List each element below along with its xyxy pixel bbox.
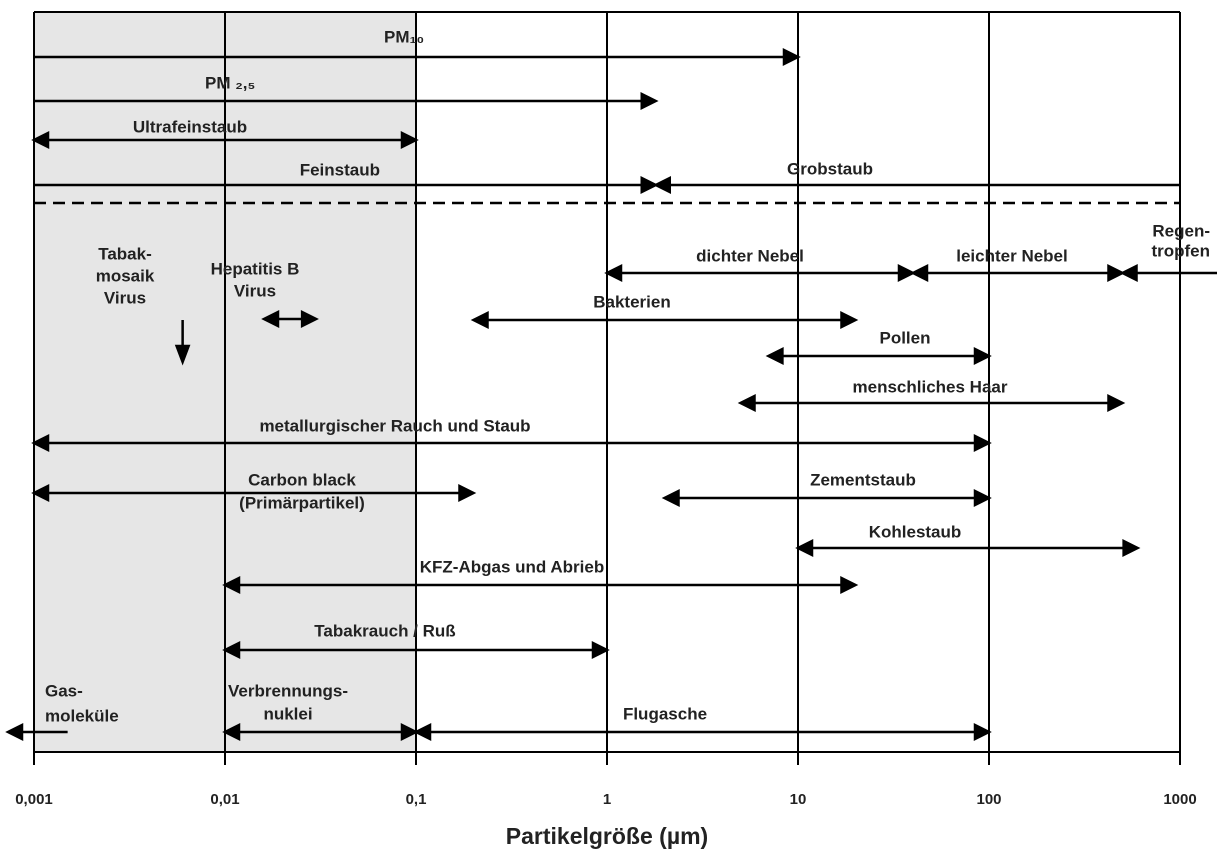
range-arrow xyxy=(34,91,659,111)
range-arrow xyxy=(31,483,477,503)
range-arrow xyxy=(5,722,68,742)
range-arrow xyxy=(661,488,992,508)
x-tick-label: 1 xyxy=(603,791,611,808)
range-arrow xyxy=(604,263,916,283)
range-label: Carbon black xyxy=(248,470,356,489)
range-label: Virus xyxy=(234,281,276,300)
range-label: Kohlestaub xyxy=(869,522,962,541)
x-tick-label: 0,01 xyxy=(210,791,239,808)
range-label: mosaik xyxy=(96,266,155,285)
range-label: tropfen xyxy=(1151,241,1210,260)
range-label: metallurgischer Rauch und Staub xyxy=(259,416,530,435)
range-arrow xyxy=(765,346,992,366)
range-label: nuklei xyxy=(263,704,312,723)
range-arrow xyxy=(1119,263,1217,283)
range-label: Grobstaub xyxy=(787,159,873,178)
range-label: Verbrennungs- xyxy=(228,681,348,700)
range-arrow xyxy=(261,309,319,329)
point-arrow xyxy=(174,320,191,366)
range-label: Tabakrauch / Ruß xyxy=(314,621,455,640)
range-arrow xyxy=(31,130,419,150)
range-arrow xyxy=(34,175,659,195)
range-label: Virus xyxy=(104,288,146,307)
range-arrow xyxy=(470,310,859,330)
x-tick-label: 0,001 xyxy=(15,791,53,808)
range-arrow xyxy=(222,575,859,595)
range-label: PM₁₀ xyxy=(384,27,424,46)
range-label: leichter Nebel xyxy=(956,246,1068,265)
range-arrow xyxy=(652,175,1180,195)
range-label: Zementstaub xyxy=(810,470,916,489)
x-tick-label: 100 xyxy=(976,791,1001,808)
range-arrow xyxy=(795,538,1141,558)
range-arrow xyxy=(222,640,610,660)
range-label: Bakterien xyxy=(593,292,670,311)
range-arrow xyxy=(413,722,992,742)
range-label: PM ₂,₅ xyxy=(205,73,255,92)
range-label: Regen- xyxy=(1152,221,1210,240)
range-label: Hepatitis B xyxy=(211,259,300,278)
range-label: Tabak- xyxy=(98,244,152,263)
range-label: Flugasche xyxy=(623,704,707,723)
range-label: moleküle xyxy=(45,706,119,725)
range-arrow xyxy=(737,393,1126,413)
range-arrow xyxy=(34,47,801,67)
x-tick-label: 1000 xyxy=(1163,791,1196,808)
range-label: Gas- xyxy=(45,681,83,700)
range-label: KFZ-Abgas und Abrieb xyxy=(420,557,604,576)
range-label: dichter Nebel xyxy=(696,246,804,265)
range-label: (Primärpartikel) xyxy=(239,493,365,512)
range-label: Ultrafeinstaub xyxy=(133,117,247,136)
range-label: Pollen xyxy=(879,328,930,347)
x-axis-label: Partikelgröße (µm) xyxy=(506,823,708,849)
range-arrow xyxy=(222,722,419,742)
range-label: Feinstaub xyxy=(300,160,380,179)
range-arrow xyxy=(31,433,992,453)
range-label: menschliches Haar xyxy=(853,377,1008,396)
x-tick-label: 10 xyxy=(790,791,807,808)
x-tick-label: 0,1 xyxy=(406,791,427,808)
range-arrow xyxy=(910,263,1126,283)
plot: 0,001 0,01 0,1 1 10 100 1000 PM₁₀ PM ₂,₅ Ultrafei… xyxy=(5,11,1217,808)
